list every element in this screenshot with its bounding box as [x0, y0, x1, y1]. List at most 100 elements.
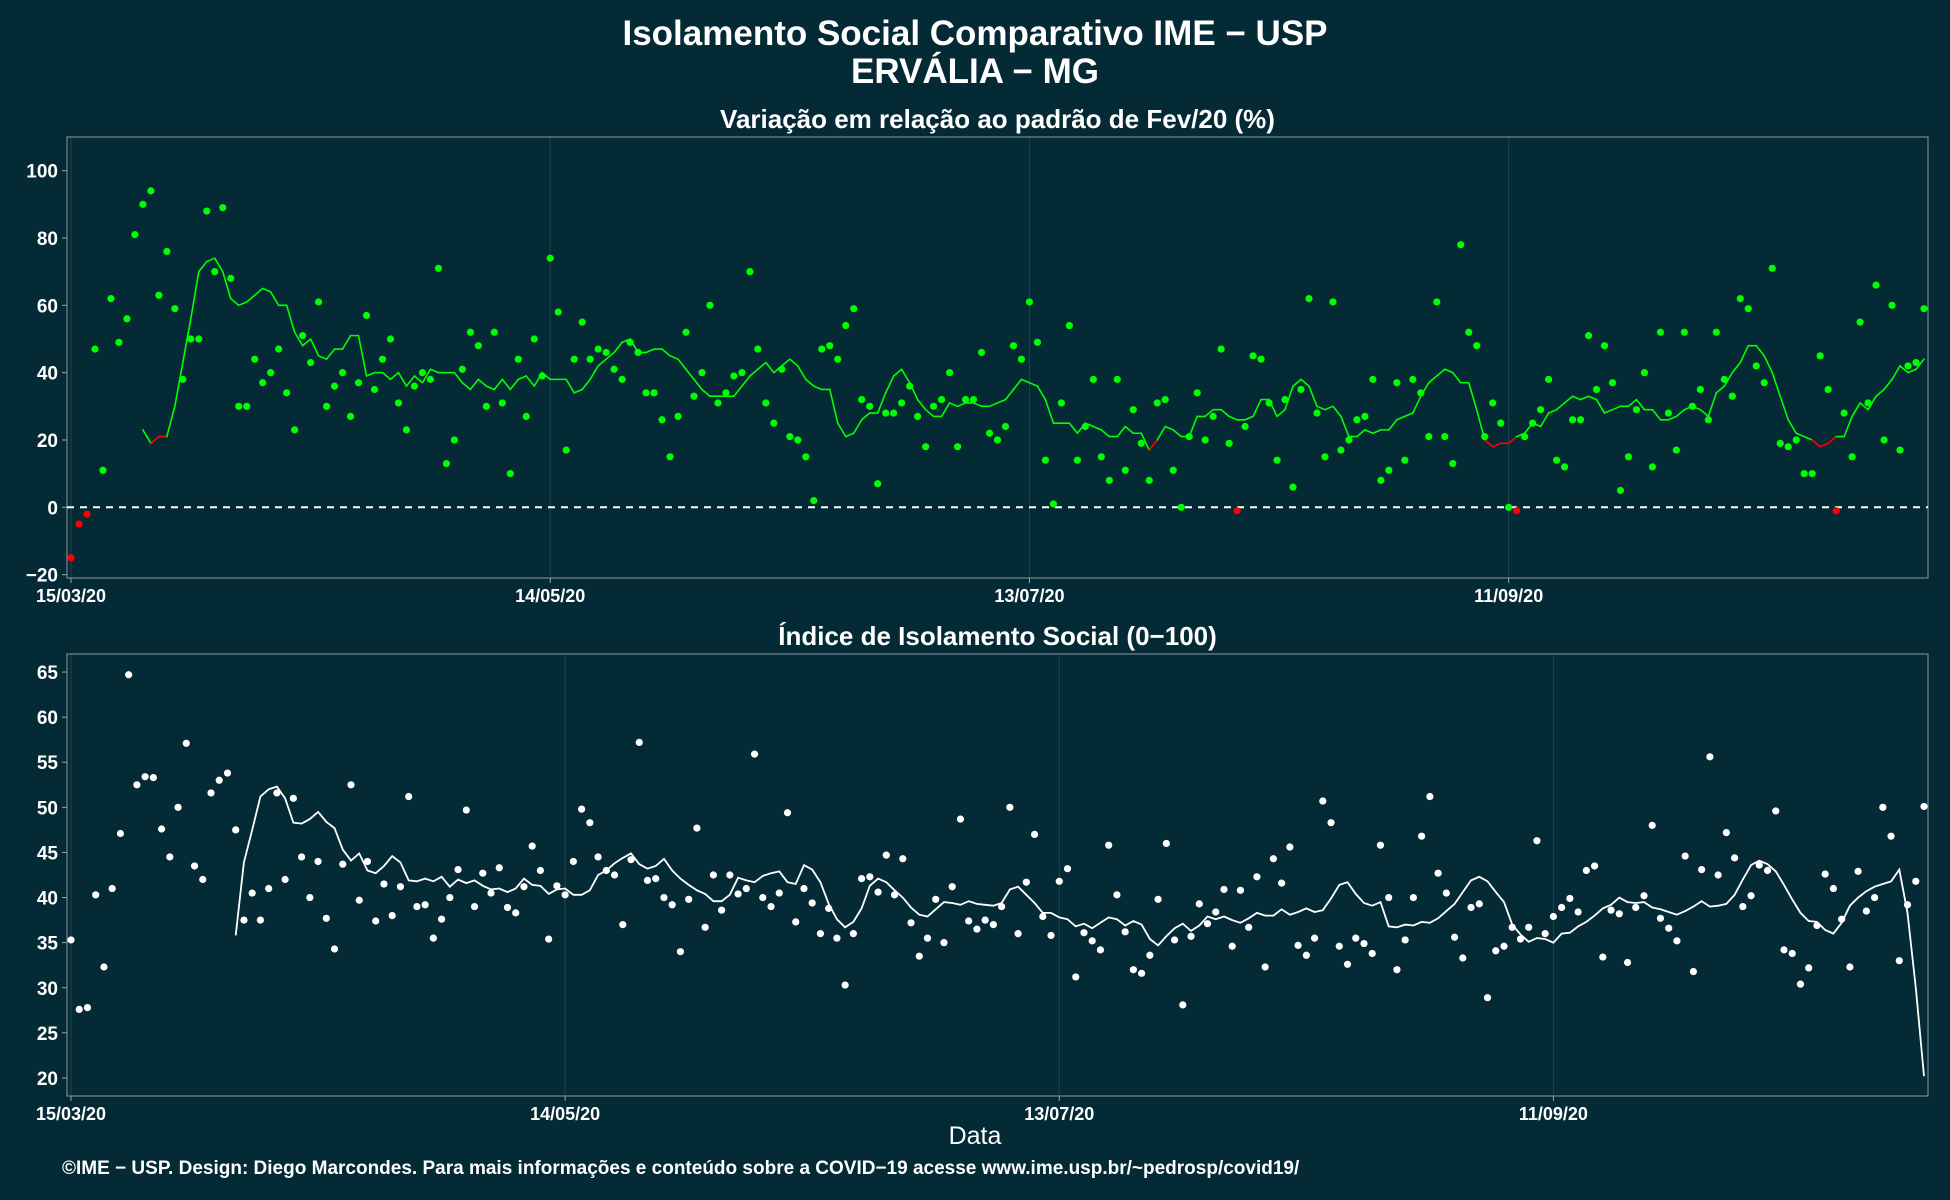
index-point: [1805, 964, 1813, 972]
moving-average-segment: [1739, 344, 1750, 364]
variation-point: [562, 446, 570, 454]
index-point: [1640, 892, 1648, 900]
variation-point: [586, 355, 594, 363]
index-point: [610, 871, 619, 879]
moving-average-segment: [876, 392, 887, 414]
variation-point: [554, 308, 562, 316]
x-tick-label: 13/07/20: [994, 586, 1064, 606]
variation-point: [1521, 433, 1529, 441]
index-point: [479, 869, 487, 877]
moving-average-segment: [469, 378, 480, 391]
index-point: [1574, 908, 1582, 916]
panel-title: Índice de Isolamento Social (0−100): [778, 621, 1217, 651]
index-point: [1558, 903, 1566, 912]
variation-point: [370, 385, 379, 394]
variation-point: [1497, 419, 1505, 427]
index-point: [256, 916, 265, 924]
panel-1: Variação em relação ao padrão de Fev/20 …: [26, 104, 1929, 606]
variation-point: [338, 369, 347, 377]
variation-point: [770, 419, 778, 427]
moving-average-segment: [453, 371, 464, 384]
index-point: [289, 794, 297, 802]
variation-point: [1648, 463, 1657, 471]
moving-average-segment: [309, 338, 320, 357]
variation-point: [1217, 345, 1225, 353]
index-point: [825, 904, 833, 912]
plot-frame: [66, 653, 1929, 1097]
index-point: [668, 901, 676, 909]
variation-point: [858, 395, 866, 404]
index-point: [998, 902, 1006, 911]
index-point: [232, 826, 240, 834]
index-point: [783, 809, 792, 817]
moving-average-segment: [182, 317, 192, 364]
variation-point: [1113, 375, 1121, 383]
moving-average-segment: [892, 368, 903, 377]
index-point: [1236, 886, 1245, 894]
variation-point: [658, 416, 666, 424]
variation-point: [1233, 507, 1241, 515]
variation-point: [1281, 395, 1289, 404]
index-point: [1170, 936, 1179, 944]
variation-point: [722, 389, 730, 397]
index-point: [125, 671, 133, 679]
index-point: [1129, 966, 1137, 974]
index-point: [1895, 957, 1903, 965]
moving-average-segment: [1603, 408, 1614, 414]
moving-average-segment: [860, 412, 871, 421]
variation-point: [299, 332, 307, 340]
index-point: [265, 884, 273, 893]
index-point: [1665, 924, 1673, 932]
moving-average-segment: [253, 287, 264, 297]
moving-average-segment: [285, 304, 296, 334]
moving-average-segment: [573, 388, 583, 394]
moving-average-segment: [1843, 415, 1853, 438]
variation-point: [937, 395, 946, 404]
variation-point: [115, 338, 123, 346]
variation-point: [434, 264, 443, 272]
index-point: [1426, 792, 1434, 801]
variation-point: [91, 345, 99, 353]
variation-point: [682, 328, 690, 336]
moving-average-segment: [1140, 432, 1151, 451]
variation-point: [107, 294, 115, 303]
variation-point: [474, 342, 482, 350]
variation-point: [1105, 476, 1113, 484]
moving-average-segment: [293, 331, 304, 347]
index-point: [182, 739, 190, 747]
variation-point: [522, 412, 530, 421]
moving-average-segment: [1292, 378, 1302, 387]
variation-point: [1584, 332, 1593, 340]
variation-point: [322, 402, 331, 410]
variation-point: [514, 355, 522, 363]
variation-point: [1145, 476, 1153, 484]
variation-point: [450, 436, 458, 444]
index-point: [67, 936, 75, 944]
variation-point: [1513, 507, 1521, 515]
variation-point: [1193, 389, 1201, 397]
index-point: [223, 769, 232, 777]
moving-average-segment: [996, 398, 1007, 404]
index-point: [742, 884, 750, 893]
index-point: [240, 916, 248, 924]
variation-point: [1409, 375, 1417, 383]
moving-average-segment: [1675, 408, 1686, 418]
main-subtitle: ERVÁLIA − MG: [851, 52, 1099, 91]
index-point: [1030, 830, 1039, 839]
variation-point: [1680, 328, 1688, 336]
variation-point: [1009, 342, 1018, 350]
variation-point: [746, 268, 754, 276]
moving-average-segment: [1771, 371, 1782, 398]
index-point: [248, 889, 256, 897]
index-point: [1352, 934, 1360, 942]
moving-average-segment: [1875, 388, 1885, 398]
moving-average-segment: [341, 334, 352, 350]
moving-average-segment: [1443, 368, 1454, 374]
panel-title: Variação em relação ao padrão de Fev/20 …: [720, 104, 1275, 134]
moving-average-segment: [405, 375, 416, 387]
main-title: Isolamento Social Comparativo IME − USP: [622, 14, 1328, 53]
variation-point: [1377, 476, 1385, 484]
y-tick-label: 60: [37, 708, 58, 729]
index-point: [643, 876, 652, 885]
index-point: [1072, 973, 1080, 981]
